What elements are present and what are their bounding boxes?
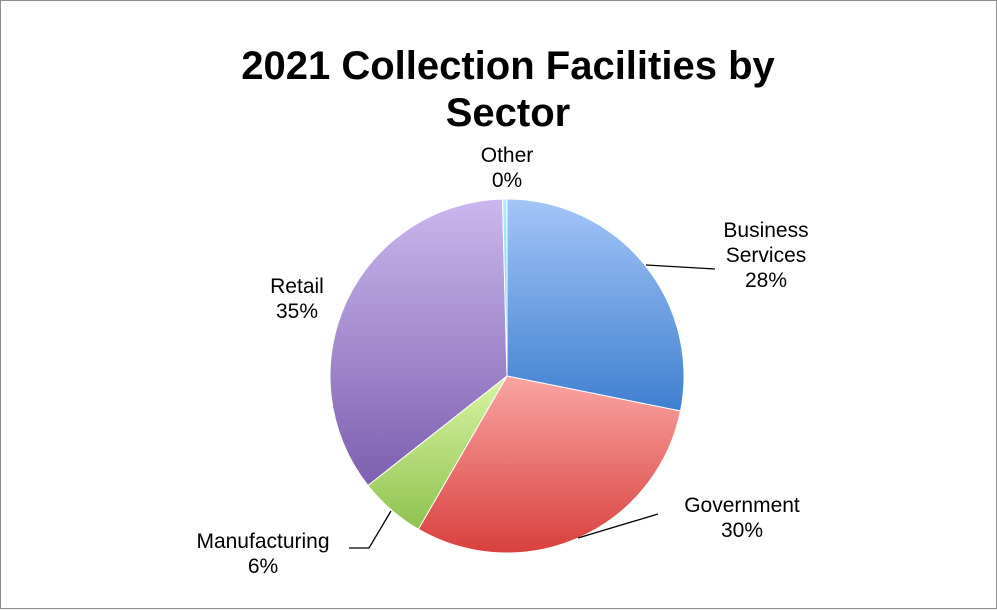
pie-slice-other bbox=[502, 198, 508, 377]
data-label-business-services: Business Services 28% bbox=[723, 219, 808, 292]
pie-slices bbox=[329, 198, 685, 554]
data-label-manufacturing: Manufacturing 6% bbox=[196, 530, 329, 578]
data-labels: Business Services 28% Government 30% Manufact… bbox=[196, 144, 808, 578]
leader-line-business-services bbox=[645, 264, 716, 270]
data-label-retail: Retail 35% bbox=[270, 275, 324, 323]
chart-title-line-1: 2021 Collection Facilities by bbox=[241, 44, 775, 88]
chart-title-line-2: Sector bbox=[446, 91, 571, 135]
data-label-government: Government 30% bbox=[684, 494, 800, 542]
leader-line-manufacturing bbox=[349, 510, 392, 549]
leader-lines bbox=[349, 264, 716, 549]
pie-slice-business-services bbox=[506, 198, 685, 412]
pie-slice-retail bbox=[329, 198, 508, 487]
leader-line-government bbox=[577, 513, 659, 539]
data-label-other: Other 0% bbox=[481, 144, 534, 192]
